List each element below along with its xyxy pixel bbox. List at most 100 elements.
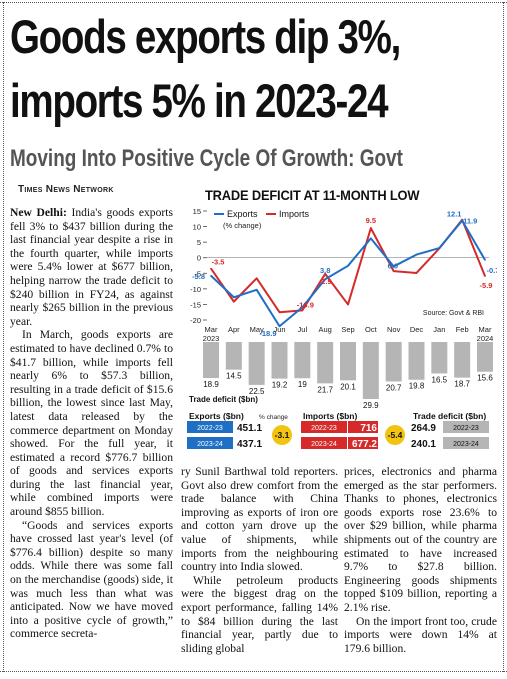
deficit-bar [225, 342, 242, 370]
y-tick-label: -5 [194, 269, 201, 278]
paragraph: In March, goods exports are estimated to… [10, 328, 173, 519]
point-exports [484, 259, 486, 261]
point-imports [210, 267, 212, 270]
imports-value: 677.2 [352, 439, 377, 450]
data-label: 9.5 [366, 216, 376, 225]
bottom-border [0, 671, 507, 672]
deficit-header: Trade deficit ($bn) [413, 411, 486, 421]
y-tick-label: -10 [190, 285, 201, 294]
deficit-bar [431, 342, 448, 374]
deficit-bar-label: 18.7 [454, 380, 470, 389]
point-exports [370, 237, 372, 240]
exports-year-badge [187, 437, 233, 449]
headline-line-2: imports 5% in 2023-24 [10, 74, 389, 127]
headline-line-1: Goods exports dip 3%, [10, 10, 401, 63]
chart-subtitle: (% change) [223, 221, 262, 230]
point-exports [438, 247, 441, 249]
x-tick-label: Apr [228, 325, 240, 334]
data-label: -16.9 [297, 300, 314, 309]
point-imports [347, 303, 349, 306]
left-border [3, 2, 4, 672]
dateline: New Delhi: [10, 206, 67, 219]
x-tick-label: Feb [456, 325, 469, 334]
chart-svg: 15 10 5 0 -5 -10 -15 -20 Exports Imports (% change… [187, 207, 497, 450]
point-imports [301, 309, 304, 312]
deficit-bar [203, 342, 219, 379]
x-tick-label: Jan [433, 325, 445, 334]
data-label: 12.1 [447, 210, 462, 219]
deficit-bar-label: 19.2 [272, 381, 288, 390]
legend-label-imports: Imports [279, 209, 310, 219]
paragraph: India's goods exports fell 3% to $437 bi… [10, 206, 173, 328]
x-tick-label: Aug [318, 325, 331, 334]
exports-change-badge [272, 425, 292, 445]
imports-header: Imports ($bn) [303, 411, 357, 421]
exports-header: Exports ($bn) [189, 411, 244, 421]
deficit-value: 240.1 [411, 439, 436, 450]
deficit-bar [317, 342, 334, 384]
paragraph: ry Sunil Barthwal told reporters. Govt a… [181, 465, 338, 574]
right-border [503, 2, 504, 672]
imports-year-badge [301, 437, 347, 449]
data-label: -5.9 [480, 281, 493, 290]
deficit-year: 2023-24 [453, 441, 479, 448]
byline-text: Times News Network [18, 184, 114, 195]
point-exports [210, 274, 212, 277]
point-imports [392, 270, 395, 272]
imports-year-badge [301, 421, 347, 433]
y-tick-label: 15 [193, 207, 201, 216]
x-tick-label: Nov [387, 325, 401, 334]
subheadline: Moving Into Positive Cycle Of Growth: Go… [10, 145, 403, 172]
exports-year: 2023-24 [197, 441, 223, 448]
deficit-bar-label: 20.1 [340, 382, 356, 391]
y-tick-label: -20 [190, 316, 201, 325]
paragraph: On the import front too, crude imports w… [344, 614, 497, 655]
deficit-bar-label: 19.8 [409, 382, 425, 391]
point-imports [233, 300, 235, 303]
deficit-bar-label: 15.6 [477, 374, 493, 383]
y-tick-label: 5 [197, 238, 201, 247]
exports-year-badge [187, 421, 233, 433]
x-tick-label: Jul [298, 325, 308, 334]
point-imports [255, 277, 258, 280]
article-column-1: New Delhi: India's goods exports fell 3%… [10, 206, 173, 641]
deficit-chart-title: Trade deficit ($bn) [189, 395, 258, 404]
point-exports [461, 219, 463, 222]
deficit-bar [477, 342, 493, 372]
change-header: % change [259, 414, 288, 421]
data-label: -5.8 [192, 272, 205, 281]
infographic: TRADE DEFICIT AT 11-MONTH LOW 15 10 5 0 -5 -1… [181, 187, 497, 457]
article-column-2: ry Sunil Barthwal told reporters. Govt a… [181, 465, 338, 655]
paragraph: While petroleum products were the bigges… [181, 573, 338, 655]
x-tick-label: 2023 [203, 334, 220, 343]
article-column-3: prices, electronics and pharma emerged a… [344, 465, 497, 655]
top-border [0, 2, 507, 3]
point-exports [278, 325, 281, 328]
deficit-bar [385, 342, 402, 382]
point-exports [415, 253, 418, 256]
deficit-bar-label: 20.7 [386, 383, 402, 392]
point-imports [324, 273, 326, 275]
point-exports [324, 278, 326, 281]
point-imports [415, 272, 418, 274]
deficit-year: 2022-23 [453, 425, 479, 432]
data-label: -0.7 [487, 266, 497, 275]
x-tick-label: Mar [479, 325, 492, 334]
exports-change: -3.1 [275, 430, 290, 440]
exports-value: 437.1 [237, 439, 262, 450]
imports-value: 716 [360, 423, 377, 434]
point-imports [370, 227, 372, 229]
data-label: -2.9 [319, 277, 332, 286]
deficit-bar [408, 342, 425, 380]
imports-value-box [348, 437, 378, 449]
deficit-bar-label: 14.5 [226, 372, 242, 381]
deficit-bar-label: 22.5 [249, 387, 265, 396]
x-tick-label: May [250, 325, 264, 334]
byline: Times News Network [18, 184, 114, 195]
headline: Goods exports dip 3%, imports 5% in 2023… [10, 12, 412, 126]
point-exports [255, 288, 258, 291]
deficit-bar-label: 21.7 [317, 385, 333, 394]
point-exports [347, 265, 349, 267]
imports-year: 2023-24 [311, 441, 337, 448]
data-label: 3.8 [320, 266, 330, 275]
